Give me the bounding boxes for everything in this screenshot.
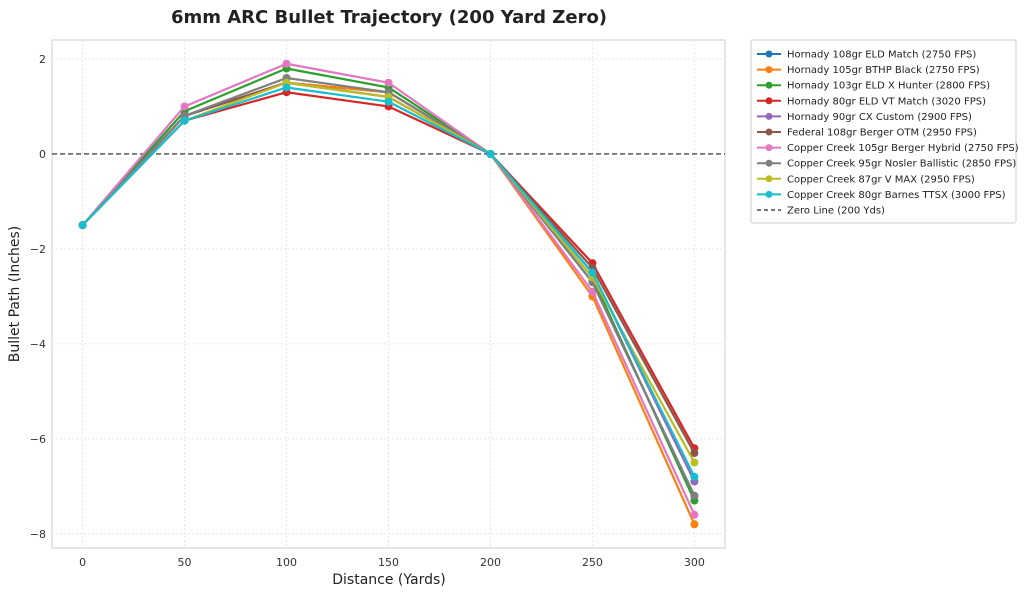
data-point bbox=[384, 78, 393, 87]
legend-label: Federal 108gr Berger OTM (2950 FPS) bbox=[787, 128, 977, 139]
plot-area bbox=[51, 39, 726, 549]
legend-item: Zero Line (200 Yds) bbox=[757, 206, 885, 217]
data-point bbox=[180, 116, 189, 125]
x-tick-label: 150 bbox=[378, 556, 399, 569]
legend-item: Copper Creek 80gr Barnes TTSX (3000 FPS) bbox=[757, 190, 1006, 201]
legend-label: Hornady 80gr ELD VT Match (3020 FPS) bbox=[787, 96, 986, 107]
legend-label: Hornady 90gr CX Custom (2900 FPS) bbox=[787, 112, 972, 123]
legend-item: Copper Creek 87gr V MAX (2950 FPS) bbox=[757, 174, 975, 185]
x-tick-label: 100 bbox=[276, 556, 297, 569]
legend-item: Hornady 105gr BTHP Black (2750 FPS) bbox=[757, 65, 980, 76]
legend-item: Hornady 103gr ELD X Hunter (2800 FPS) bbox=[757, 81, 990, 92]
legend-item: Copper Creek 95gr Nosler Ballistic (2850… bbox=[757, 159, 1016, 170]
data-point bbox=[690, 472, 699, 481]
data-point bbox=[690, 520, 699, 529]
data-point bbox=[78, 221, 87, 230]
legend-marker bbox=[765, 144, 773, 152]
y-tick-label: −6 bbox=[30, 433, 46, 446]
data-point bbox=[690, 449, 699, 458]
data-point bbox=[180, 102, 189, 111]
legend-marker bbox=[765, 175, 773, 183]
legend-frame bbox=[750, 39, 1017, 224]
legend-label: Hornady 103gr ELD X Hunter (2800 FPS) bbox=[787, 81, 990, 92]
data-point bbox=[486, 149, 495, 158]
x-axis-ticks: 0 50 100 150 200 250 300 bbox=[79, 556, 705, 569]
legend-marker bbox=[765, 112, 773, 120]
legend-item: Federal 108gr Berger OTM (2950 FPS) bbox=[757, 128, 977, 139]
legend-item: Hornady 80gr ELD VT Match (3020 FPS) bbox=[757, 96, 986, 107]
x-axis-label: Distance (Yards) bbox=[332, 572, 445, 588]
legend-item: Hornady 108gr ELD Match (2750 FPS) bbox=[757, 50, 976, 61]
legend-marker bbox=[765, 97, 773, 105]
y-tick-label: −4 bbox=[30, 338, 46, 351]
legend: Hornady 108gr ELD Match (2750 FPS) Hornad… bbox=[750, 39, 1019, 224]
chart-title: 6mm ARC Bullet Trajectory (200 Yard Zero… bbox=[171, 7, 607, 28]
data-point bbox=[588, 268, 597, 277]
y-tick-label: 2 bbox=[39, 53, 46, 66]
data-point bbox=[690, 510, 699, 519]
x-tick-label: 250 bbox=[582, 556, 603, 569]
legend-marker bbox=[765, 159, 773, 167]
y-axis-ticks: 2 0 −2 −4 −6 −8 bbox=[30, 53, 46, 541]
x-tick-label: 0 bbox=[79, 556, 86, 569]
data-point bbox=[384, 97, 393, 106]
x-tick-label: 300 bbox=[684, 556, 705, 569]
legend-item: Copper Creek 105gr Berger Hybrid (2750 F… bbox=[757, 143, 1019, 154]
y-axis-label: Bullet Path (Inches) bbox=[7, 226, 23, 362]
data-point bbox=[690, 458, 699, 467]
legend-marker bbox=[765, 66, 773, 74]
data-point bbox=[588, 287, 597, 296]
y-tick-label: 0 bbox=[39, 148, 46, 161]
legend-label: Hornady 108gr ELD Match (2750 FPS) bbox=[787, 50, 976, 61]
x-tick-label: 200 bbox=[480, 556, 501, 569]
series-group bbox=[78, 59, 699, 529]
data-point bbox=[282, 83, 291, 92]
legend-label: Zero Line (200 Yds) bbox=[787, 206, 885, 217]
legend-item: Hornady 90gr CX Custom (2900 FPS) bbox=[757, 112, 972, 123]
y-tick-label: −2 bbox=[30, 243, 46, 256]
legend-marker bbox=[765, 128, 773, 136]
legend-marker bbox=[765, 81, 773, 89]
legend-marker bbox=[765, 190, 773, 198]
legend-label: Copper Creek 105gr Berger Hybrid (2750 F… bbox=[787, 143, 1019, 154]
legend-label: Hornady 105gr BTHP Black (2750 FPS) bbox=[787, 65, 980, 76]
y-tick-label: −8 bbox=[30, 528, 46, 541]
x-tick-label: 50 bbox=[178, 556, 192, 569]
legend-label: Copper Creek 80gr Barnes TTSX (3000 FPS) bbox=[787, 190, 1006, 201]
legend-label: Copper Creek 95gr Nosler Ballistic (2850… bbox=[787, 159, 1016, 170]
series-9 bbox=[78, 83, 699, 481]
data-point bbox=[690, 491, 699, 500]
legend-label: Copper Creek 87gr V MAX (2950 FPS) bbox=[787, 174, 975, 185]
legend-items: Hornady 108gr ELD Match (2750 FPS) Hornad… bbox=[757, 50, 1019, 217]
data-point bbox=[282, 59, 291, 68]
legend-marker bbox=[765, 50, 773, 58]
